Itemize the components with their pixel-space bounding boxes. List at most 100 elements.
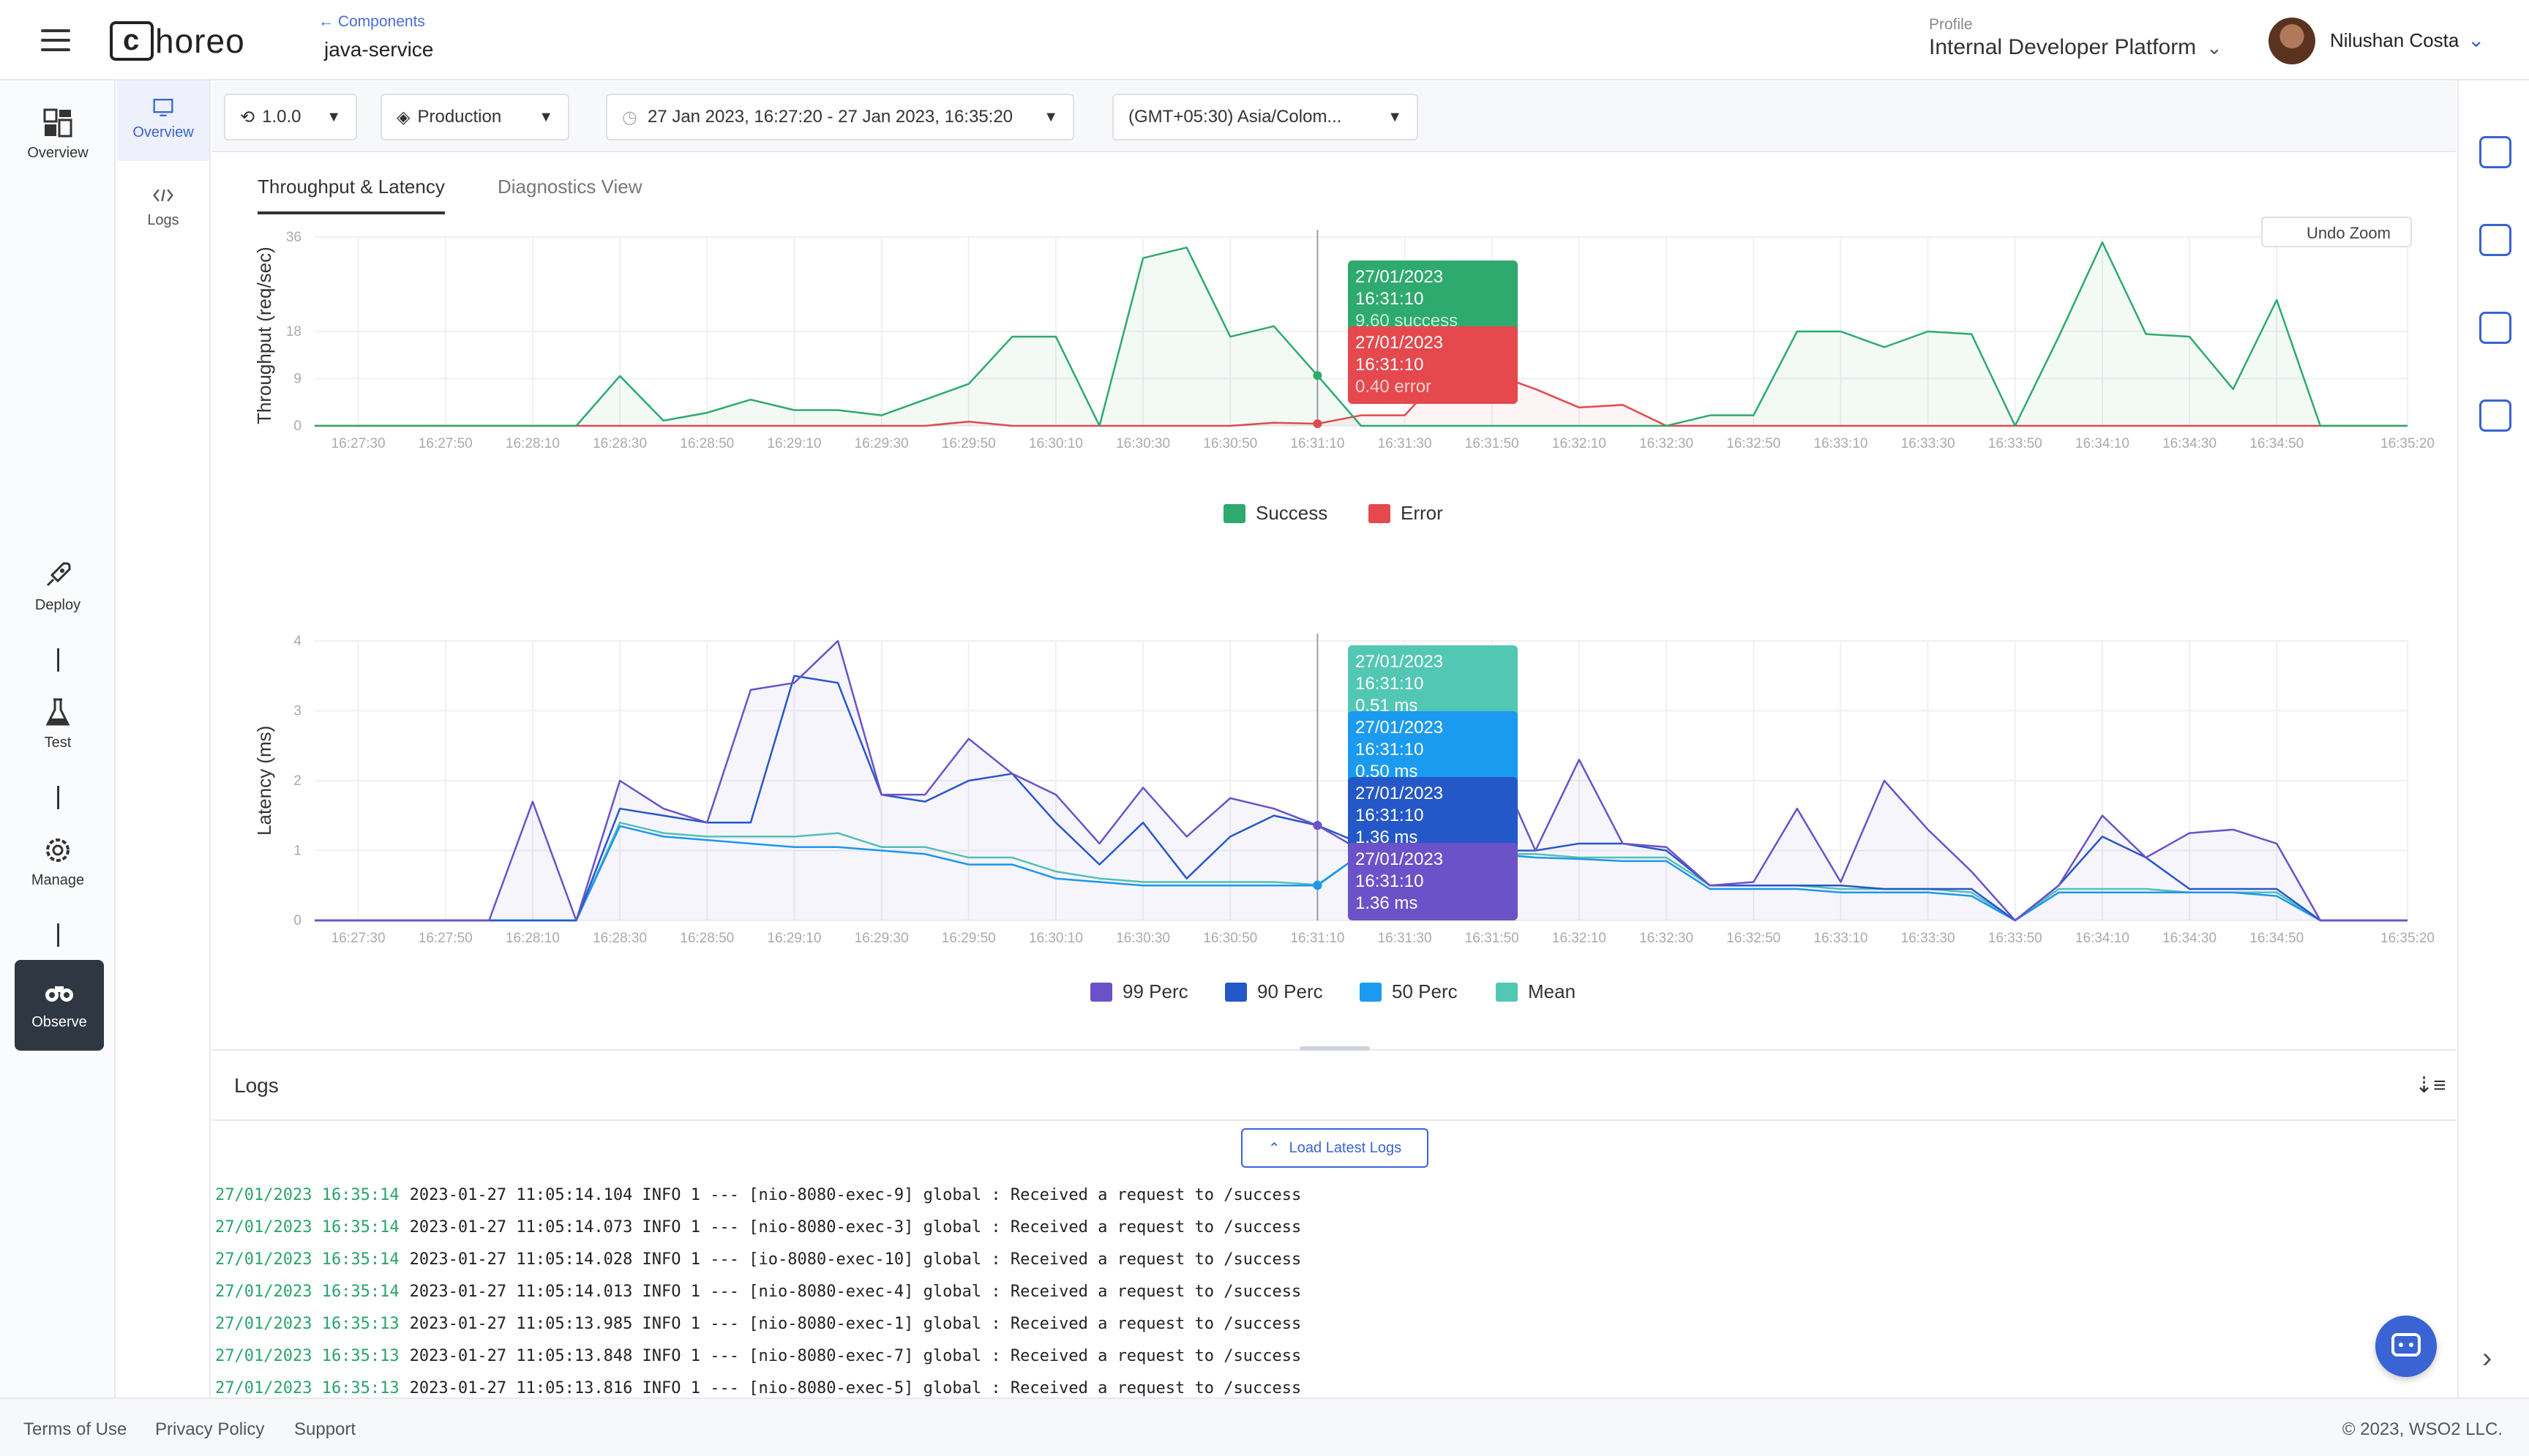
tab-throughput-latency[interactable]: Throughput & Latency: [258, 176, 445, 214]
monitor-icon: [153, 99, 173, 116]
profile-selector[interactable]: Internal Developer Platform: [1929, 35, 2197, 59]
chevron-up-icon: ⌃: [1267, 1140, 1281, 1157]
avatar[interactable]: [2268, 18, 2315, 64]
breadcrumb-back-link[interactable]: ← Components: [318, 13, 425, 30]
x-tick-label: 16:31:50: [1465, 436, 1519, 451]
log-line: 27/01/2023 16:35:14 2023-01-27 11:05:14.0…: [215, 1212, 1301, 1244]
x-tick-label: 16:29:30: [855, 436, 909, 451]
x-tick-label: 16:28:30: [593, 931, 647, 946]
tooltip-time: 27/01/2023 16:31:10: [1355, 652, 1444, 694]
x-tick-label: 16:27:30: [331, 931, 386, 946]
help-chat-button[interactable]: [2375, 1316, 2437, 1377]
footer-link-privacy[interactable]: Privacy Policy: [155, 1419, 265, 1439]
legend-item-mean[interactable]: Mean: [1496, 980, 1576, 1003]
footer-link-support[interactable]: Support: [294, 1419, 356, 1439]
sub-nav-logs[interactable]: Logs: [117, 183, 209, 229]
x-tick-label: 16:33:10: [1813, 436, 1867, 451]
resize-handle[interactable]: [1300, 1046, 1370, 1051]
chat-bot-icon: [2391, 1333, 2421, 1356]
undo-zoom-button[interactable]: Undo Zoom: [2261, 217, 2412, 247]
y-tick-label: 9: [293, 372, 301, 387]
y-tick-label: 0: [293, 419, 301, 434]
nav-item-observe[interactable]: Observe: [15, 960, 104, 1051]
y-tick-label: 36: [286, 230, 301, 245]
timezone-value: (GMT+05:30) Asia/Colom...: [1128, 107, 1342, 127]
history-icon: ⟲: [240, 107, 255, 127]
hover-point-error: [1313, 419, 1322, 429]
sub-nav-overview[interactable]: Overview: [117, 80, 209, 161]
series-area-99-perc: [315, 641, 2408, 920]
right-rail: [2457, 80, 2529, 1397]
x-tick-label: 16:33:30: [1901, 436, 1955, 451]
nav-item-test[interactable]: Test: [0, 697, 116, 751]
load-latest-logs-button[interactable]: ⌃ Load Latest Logs: [1241, 1128, 1428, 1168]
tooltip-p99: 27/01/2023 16:31:10 1.36 ms: [1348, 843, 1518, 920]
cloud-icon[interactable]: [2479, 224, 2511, 256]
y-tick-label: 1: [293, 844, 301, 859]
x-tick-label: 16:27:30: [331, 436, 386, 451]
x-tick-label: 16:34:30: [2162, 436, 2217, 451]
document-icon[interactable]: [2479, 399, 2511, 432]
robot-icon[interactable]: [2479, 136, 2511, 168]
choreo-logo[interactable]: horeo: [110, 19, 245, 63]
timezone-select[interactable]: (GMT+05:30) Asia/Colom... ▼: [1112, 94, 1418, 140]
gear-icon: [46, 838, 70, 862]
log-message: 2023-01-27 11:05:14.028 INFO 1 --- [io-8…: [409, 1250, 1302, 1269]
x-tick-label: 16:34:10: [2075, 931, 2129, 946]
x-tick-label: 16:31:50: [1465, 931, 1519, 946]
hamburger-menu-icon[interactable]: [41, 29, 70, 53]
legend-item-p90[interactable]: 90 Perc: [1225, 980, 1323, 1003]
nav-item-manage[interactable]: Manage: [0, 834, 116, 889]
x-tick-label: 16:29:10: [767, 931, 821, 946]
x-tick-label: 16:27:50: [419, 931, 473, 946]
log-timestamp: 27/01/2023 16:35:14: [215, 1283, 400, 1301]
binoculars-icon: [45, 986, 73, 1002]
x-tick-label: 16:31:10: [1290, 436, 1344, 451]
nav-divider: [57, 923, 59, 947]
environment-select[interactable]: ◈ Production ▼: [381, 94, 569, 140]
nav-label: Observe: [31, 1014, 87, 1030]
footer-link-terms[interactable]: Terms of Use: [23, 1419, 127, 1439]
y-tick-label: 2: [293, 773, 301, 789]
tooltip-success: 27/01/2023 16:31:10 9.60 success: [1348, 260, 1518, 338]
time-range-select[interactable]: ◷ 27 Jan 2023, 16:27:20 - 27 Jan 2023, 1…: [606, 94, 1074, 140]
tooltip-time: 27/01/2023 16:31:10: [1355, 267, 1444, 309]
nav-divider: [57, 786, 59, 809]
chevron-right-icon[interactable]: ›: [2482, 1342, 2492, 1374]
legend-label: 50 Perc: [1392, 980, 1458, 1002]
legend-item-p50[interactable]: 50 Perc: [1360, 980, 1458, 1003]
divider: [212, 1119, 2456, 1121]
chevron-down-icon[interactable]: ⌄: [2206, 37, 2222, 59]
y-tick-label: 3: [293, 704, 301, 719]
legend-item-error[interactable]: Error: [1368, 502, 1443, 525]
user-name[interactable]: Nilushan Costa: [2330, 29, 2459, 51]
help-chat-icon[interactable]: [2479, 312, 2511, 344]
chevron-down-icon: ▼: [326, 108, 341, 125]
legend-swatch: [1360, 982, 1382, 1002]
x-tick-label: 16:29:30: [855, 931, 909, 946]
chevron-down-icon[interactable]: ⌄: [2468, 29, 2485, 51]
legend-label: 90 Perc: [1257, 980, 1323, 1002]
copyright: © 2023, WSO2 LLC.: [2342, 1419, 2503, 1439]
x-tick-label: 16:33:50: [1988, 436, 2042, 451]
log-line: 27/01/2023 16:35:14 2023-01-27 11:05:14.0…: [215, 1244, 1301, 1276]
x-tick-label: 16:34:50: [2249, 436, 2304, 451]
tab-diagnostics-view[interactable]: Diagnostics View: [498, 176, 642, 198]
nav-item-deploy[interactable]: Deploy: [0, 559, 116, 614]
sort-icon[interactable]: ⇣≡: [2415, 1073, 2446, 1097]
tooltip-error: 27/01/2023 16:31:10 0.40 error: [1348, 326, 1518, 404]
x-tick-label: 16:32:10: [1552, 436, 1606, 451]
chevron-down-icon: ▼: [1044, 108, 1058, 125]
logo-text: horeo: [155, 22, 245, 60]
nav-label: Overview: [27, 145, 89, 161]
version-select[interactable]: ⟲ 1.0.0 ▼: [224, 94, 357, 140]
charts-svg[interactable]: 16:27:30 16:27:50 16:28:10 16:28:30 16:28:50…: [212, 221, 2456, 1049]
nav-item-overview[interactable]: Overview: [0, 107, 116, 162]
nav-label: Test: [44, 735, 72, 751]
x-tick-label: 16:31:30: [1378, 931, 1432, 946]
sub-nav: Overview Logs: [117, 80, 211, 1397]
legend-item-success[interactable]: Success: [1224, 502, 1327, 525]
log-message: 2023-01-27 11:05:13.985 INFO 1 --- [nio-…: [409, 1315, 1302, 1333]
legend-item-p99[interactable]: 99 Perc: [1090, 980, 1188, 1003]
series-area-success: [315, 242, 2408, 426]
